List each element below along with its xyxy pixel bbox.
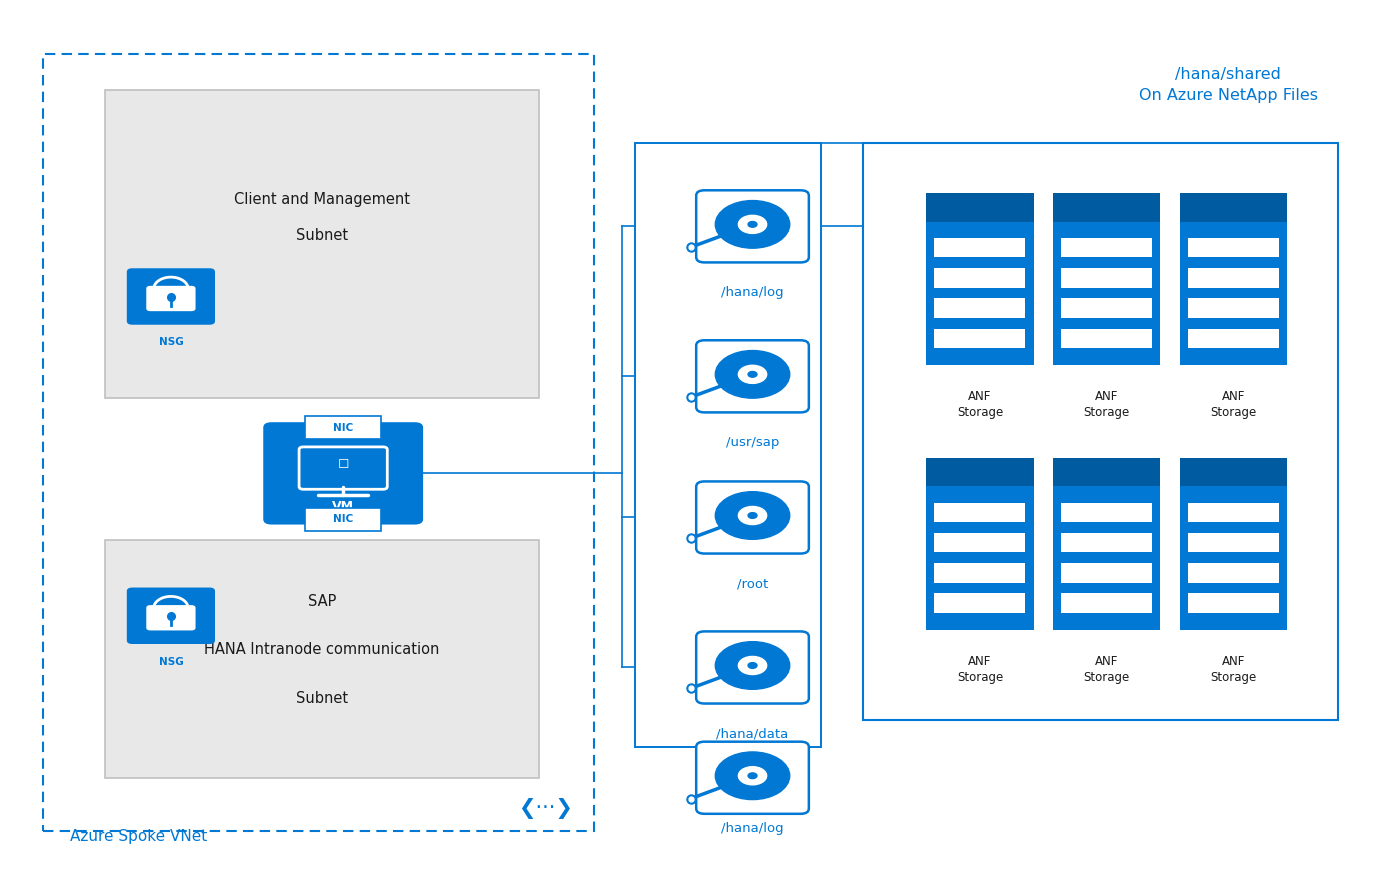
Text: ANF
Storage: ANF Storage — [957, 390, 1003, 419]
Text: ANF
Storage: ANF Storage — [1210, 390, 1257, 419]
Bar — [1188, 298, 1279, 318]
Bar — [1188, 329, 1279, 348]
Text: NIC: NIC — [333, 422, 354, 433]
Bar — [1052, 193, 1160, 366]
Bar — [43, 54, 594, 831]
Bar — [1061, 238, 1152, 258]
Text: Client and Management: Client and Management — [233, 192, 410, 207]
Text: ANF
Storage: ANF Storage — [1084, 655, 1130, 684]
Bar — [1061, 594, 1152, 613]
Bar — [927, 458, 1033, 487]
FancyBboxPatch shape — [696, 631, 809, 704]
Bar — [105, 540, 539, 778]
Bar — [935, 594, 1026, 613]
Text: Subnet: Subnet — [296, 691, 348, 706]
Circle shape — [739, 215, 766, 234]
Bar — [305, 416, 381, 439]
Text: /hana/log: /hana/log — [721, 286, 784, 299]
Bar — [927, 193, 1033, 366]
Bar — [1179, 193, 1287, 221]
FancyBboxPatch shape — [127, 268, 215, 325]
Text: VM: VM — [333, 500, 354, 513]
Bar — [1188, 594, 1279, 613]
FancyBboxPatch shape — [146, 286, 196, 312]
Circle shape — [749, 372, 757, 377]
Bar — [635, 142, 822, 747]
Circle shape — [739, 657, 766, 674]
Text: NIC: NIC — [333, 514, 354, 524]
Bar — [1188, 533, 1279, 552]
Bar — [1052, 458, 1160, 487]
Bar — [1188, 238, 1279, 258]
Bar — [927, 458, 1033, 630]
Circle shape — [739, 766, 766, 785]
Text: /hana/data: /hana/data — [717, 727, 789, 740]
Text: /hana/shared
On Azure NetApp Files: /hana/shared On Azure NetApp Files — [1138, 67, 1317, 104]
Text: NSG: NSG — [159, 657, 184, 666]
Circle shape — [749, 221, 757, 227]
Circle shape — [715, 642, 790, 689]
Text: Subnet: Subnet — [296, 227, 348, 242]
Bar — [1179, 458, 1287, 630]
Bar — [927, 193, 1033, 221]
Text: SAP: SAP — [308, 594, 336, 609]
Text: ◻: ◻ — [337, 455, 349, 469]
Bar — [1061, 533, 1152, 552]
Bar — [1061, 298, 1152, 318]
Text: NSG: NSG — [159, 337, 184, 348]
Circle shape — [715, 752, 790, 799]
Bar — [1188, 268, 1279, 288]
Text: ❮···❯: ❮···❯ — [518, 798, 573, 820]
Bar — [1188, 503, 1279, 522]
Bar — [935, 563, 1026, 582]
Bar — [1052, 458, 1160, 630]
Circle shape — [739, 506, 766, 525]
Bar — [935, 238, 1026, 258]
Circle shape — [715, 201, 790, 248]
Bar — [1061, 563, 1152, 582]
Circle shape — [739, 366, 766, 383]
Text: /usr/sap: /usr/sap — [726, 436, 779, 449]
Bar — [309, 453, 377, 483]
Bar — [935, 533, 1026, 552]
Bar — [105, 89, 539, 398]
Text: ANF
Storage: ANF Storage — [1210, 655, 1257, 684]
Bar — [1061, 268, 1152, 288]
Text: Azure Spoke VNet: Azure Spoke VNet — [70, 829, 207, 844]
Bar — [1052, 193, 1160, 221]
Circle shape — [715, 350, 790, 398]
Circle shape — [715, 492, 790, 539]
FancyBboxPatch shape — [696, 190, 809, 263]
Circle shape — [749, 512, 757, 519]
Bar — [1061, 503, 1152, 522]
Bar — [935, 268, 1026, 288]
Text: /hana/log: /hana/log — [721, 821, 784, 835]
FancyBboxPatch shape — [264, 422, 423, 525]
Circle shape — [749, 773, 757, 779]
Text: HANA Intranode communication: HANA Intranode communication — [204, 643, 439, 658]
Text: ANF
Storage: ANF Storage — [1084, 390, 1130, 419]
Bar — [935, 329, 1026, 348]
Text: /root: /root — [737, 577, 768, 590]
FancyBboxPatch shape — [696, 742, 809, 814]
Bar — [1061, 329, 1152, 348]
Bar — [863, 142, 1338, 720]
FancyBboxPatch shape — [696, 340, 809, 412]
FancyBboxPatch shape — [696, 481, 809, 553]
Bar — [935, 503, 1026, 522]
Bar — [935, 298, 1026, 318]
FancyBboxPatch shape — [127, 588, 215, 644]
Bar — [305, 508, 381, 531]
Bar — [1179, 458, 1287, 487]
FancyBboxPatch shape — [146, 605, 196, 630]
Bar — [1179, 193, 1287, 366]
Bar — [1188, 563, 1279, 582]
Circle shape — [749, 663, 757, 668]
Text: ANF
Storage: ANF Storage — [957, 655, 1003, 684]
